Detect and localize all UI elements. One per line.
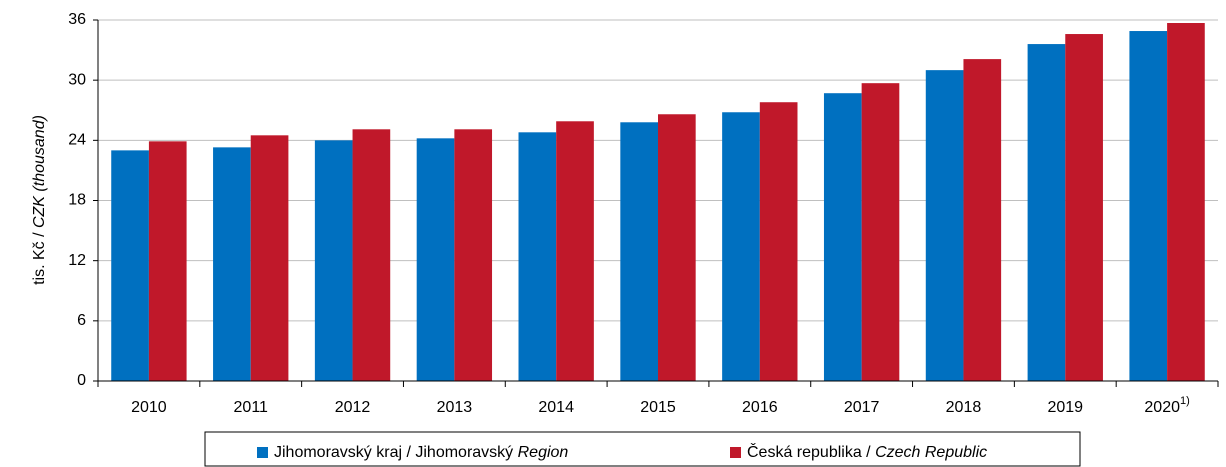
bar bbox=[1129, 31, 1168, 382]
x-tick-label: 2013 bbox=[437, 399, 473, 416]
x-tick-label-text: 2014 bbox=[538, 399, 574, 416]
bar bbox=[213, 147, 251, 381]
bar bbox=[658, 114, 696, 381]
x-tick-label: 2010 bbox=[131, 399, 167, 416]
x-tick-label: 20201) bbox=[1144, 395, 1189, 416]
bar bbox=[1065, 34, 1103, 382]
x-tick-label: 2015 bbox=[640, 399, 676, 416]
y-axis-title-italic: CZK (thousand) bbox=[31, 115, 48, 228]
x-tick-label-text: 2019 bbox=[1047, 399, 1083, 416]
x-tick-label: 2014 bbox=[538, 399, 574, 416]
y-tick-label: 36 bbox=[68, 11, 86, 28]
bar bbox=[620, 122, 658, 382]
y-axis-title: tis. Kč / CZK (thousand) bbox=[31, 115, 48, 285]
y-tick-label: 0 bbox=[77, 372, 86, 389]
x-tick-superscript: 1) bbox=[1180, 395, 1190, 407]
x-tick-label-text: 2020 bbox=[1144, 399, 1180, 416]
x-tick-label: 2018 bbox=[946, 399, 982, 416]
bar bbox=[250, 135, 289, 381]
bar bbox=[963, 59, 1002, 381]
x-tick-label-text: 2018 bbox=[946, 399, 982, 416]
bar bbox=[148, 141, 187, 381]
y-tick-label: 6 bbox=[77, 312, 86, 329]
bar bbox=[759, 102, 798, 381]
x-tick-label: 2016 bbox=[742, 399, 778, 416]
x-tick-label: 2011 bbox=[234, 399, 269, 416]
x-tick-label-text: 2017 bbox=[844, 399, 880, 416]
bar bbox=[722, 112, 760, 381]
bar bbox=[416, 138, 455, 381]
bar bbox=[1167, 23, 1205, 382]
legend-box bbox=[204, 431, 1081, 467]
bar bbox=[314, 140, 353, 381]
legend-label-main: Česká republika / bbox=[747, 442, 871, 461]
x-tick-label-text: 2010 bbox=[131, 399, 167, 416]
x-tick-label: 2012 bbox=[335, 399, 371, 416]
y-tick-label: 24 bbox=[68, 132, 86, 149]
bar bbox=[556, 121, 594, 382]
legend-label: Jihomoravský kraj / Jihomoravský Region bbox=[274, 444, 568, 461]
bar bbox=[518, 132, 557, 381]
bar bbox=[1027, 44, 1066, 382]
legend-label: Česká republika / Czech Republic bbox=[747, 442, 987, 461]
bar bbox=[861, 83, 900, 382]
y-tick-label: 12 bbox=[68, 252, 86, 269]
y-tick-label: 18 bbox=[68, 192, 86, 209]
x-tick-label-text: 2013 bbox=[437, 399, 473, 416]
x-tick-label-text: 2016 bbox=[742, 399, 778, 416]
x-tick-label-text: 2012 bbox=[335, 399, 371, 416]
legend-label-main: Jihomoravský kraj / Jihomoravský bbox=[274, 444, 513, 461]
x-tick-label-text: 2015 bbox=[640, 399, 676, 416]
bar bbox=[823, 93, 862, 382]
legend-label-italic: Czech Republic bbox=[875, 444, 987, 461]
x-tick-label: 2017 bbox=[844, 399, 880, 416]
legend-label-italic: Region bbox=[518, 444, 569, 461]
legend-swatch bbox=[730, 447, 741, 458]
bar bbox=[111, 150, 149, 381]
y-axis-title-main: tis. Kč / bbox=[31, 232, 48, 285]
bar bbox=[454, 129, 493, 381]
legend-swatch bbox=[257, 447, 268, 458]
x-tick-label-text: 2011 bbox=[234, 399, 269, 416]
x-tick-label: 2019 bbox=[1047, 399, 1083, 416]
bar bbox=[925, 70, 964, 381]
bar bbox=[352, 129, 391, 381]
y-tick-label: 30 bbox=[68, 71, 86, 88]
